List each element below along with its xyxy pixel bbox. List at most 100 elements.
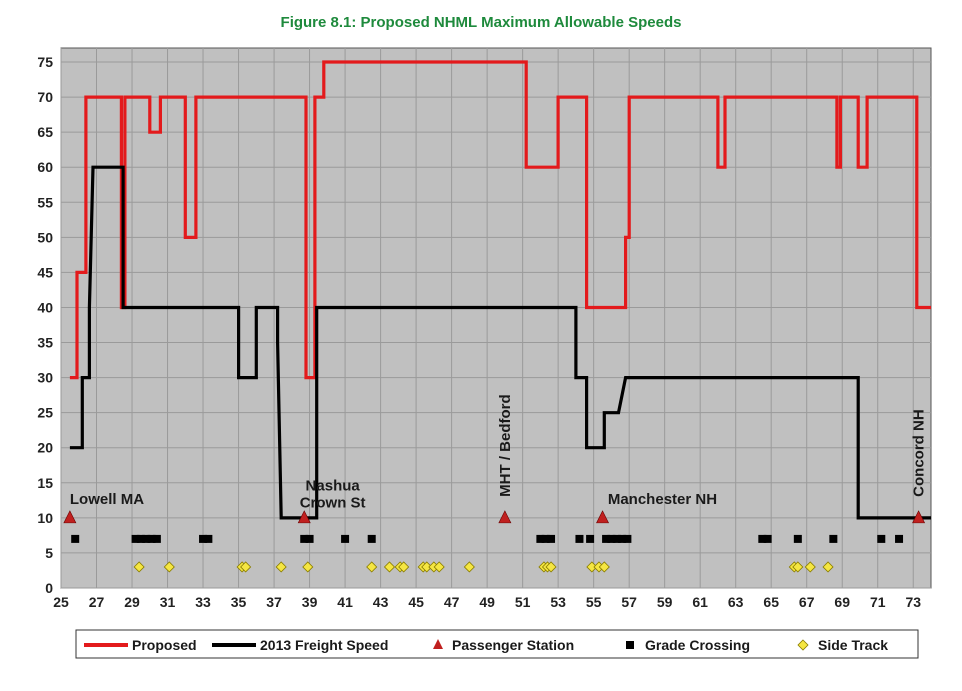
grade-crossing-marker	[541, 534, 550, 543]
x-tick-label: 25	[53, 594, 69, 610]
x-tick-label: 41	[337, 594, 353, 610]
side-track-marker	[598, 561, 610, 573]
x-tick-label: 33	[195, 594, 211, 610]
grade-crossing-marker	[142, 534, 151, 543]
x-tick-label: 31	[160, 594, 176, 610]
station-label: Concord NH	[911, 409, 928, 497]
station-label: Nashua	[306, 478, 361, 495]
side-track-marker	[463, 561, 475, 573]
grade-crossing-marker	[793, 534, 802, 543]
passenger-station-marker	[498, 510, 512, 524]
x-tick-label: 47	[444, 594, 460, 610]
markers	[63, 510, 926, 573]
side-track-marker	[545, 561, 557, 573]
legend: Proposed 2013 Freight Speed Passenger Stat…	[75, 629, 919, 659]
side-track-marker	[240, 561, 252, 573]
grade-crossing-marker	[536, 534, 545, 543]
y-tick-label: 30	[37, 370, 53, 386]
legend-swatch-triangle	[433, 639, 443, 649]
grade-crossing-marker	[204, 534, 213, 543]
x-tick-label: 49	[479, 594, 495, 610]
plot-background	[60, 47, 932, 589]
x-tick-label: 37	[266, 594, 282, 610]
x-tick-label: 59	[657, 594, 673, 610]
y-tick-label: 55	[37, 194, 53, 210]
grade-crossing-marker	[895, 534, 904, 543]
grade-crossing-marker	[623, 534, 632, 543]
y-tick-label: 35	[37, 335, 53, 351]
side-track-marker	[822, 561, 834, 573]
grade-crossing-marker	[586, 534, 595, 543]
side-track-marker	[366, 561, 378, 573]
legend-label: 2013 Freight Speed	[260, 637, 388, 653]
side-track-marker	[792, 561, 804, 573]
y-tick-label: 5	[45, 545, 53, 561]
x-tick-label: 43	[373, 594, 389, 610]
legend-label: Passenger Station	[452, 637, 574, 653]
grade-crossing-marker	[547, 534, 556, 543]
grade-crossing-marker	[305, 534, 314, 543]
legend-swatch-diamond	[797, 639, 809, 651]
grade-crossing-marker	[367, 534, 376, 543]
grade-crossing-marker	[607, 534, 616, 543]
side-track-marker	[133, 561, 145, 573]
x-tick-label: 35	[231, 594, 247, 610]
x-tick-label: 63	[728, 594, 744, 610]
grade-crossing-marker	[147, 534, 156, 543]
y-tick-label: 10	[37, 510, 53, 526]
grade-crossing-marker	[341, 534, 350, 543]
side-track-marker	[302, 561, 314, 573]
x-tick-label: 61	[692, 594, 708, 610]
grid-lines	[60, 48, 931, 589]
x-tick-label: 67	[799, 594, 815, 610]
side-track-marker	[804, 561, 816, 573]
grade-crossing-marker	[612, 534, 621, 543]
y-tick-label: 45	[37, 264, 53, 280]
grade-crossing-marker	[199, 534, 208, 543]
y-tick-label: 75	[37, 54, 53, 70]
y-tick-label: 40	[37, 299, 53, 315]
y-tick-label: 20	[37, 440, 53, 456]
x-tick-label: 55	[586, 594, 602, 610]
y-tick-label: 65	[37, 124, 53, 140]
y-tick-label: 0	[45, 580, 53, 596]
x-tick-label: 29	[124, 594, 140, 610]
station-label: Lowell MA	[70, 491, 144, 508]
x-tick-label: 69	[834, 594, 850, 610]
side-track-marker	[433, 561, 445, 573]
station-label: MHT / Bedford	[497, 394, 514, 497]
x-tick-label: 39	[302, 594, 318, 610]
legend-swatch-square	[626, 641, 634, 649]
station-label: Crown St	[300, 494, 366, 511]
y-tick-label: 25	[37, 405, 53, 421]
passenger-station-marker	[596, 510, 610, 524]
passenger-station-marker	[297, 510, 311, 524]
grade-crossing-marker	[71, 534, 80, 543]
grade-crossing-marker	[575, 534, 584, 543]
passenger-station-marker	[63, 510, 77, 524]
series-lines	[69, 60, 931, 520]
series-line-freight	[69, 165, 931, 520]
x-tick-label: 71	[870, 594, 886, 610]
side-track-marker	[398, 561, 410, 573]
chart-title: Figure 8.1: Proposed NHML Maximum Allowa…	[280, 14, 682, 31]
side-track-marker	[163, 561, 175, 573]
legend-label: Proposed	[132, 637, 197, 653]
grade-crossing-marker	[763, 534, 772, 543]
passenger-station-marker	[912, 510, 926, 524]
x-tick-label: 45	[408, 594, 424, 610]
legend-label: Grade Crossing	[645, 637, 750, 653]
y-tick-label: 60	[37, 159, 53, 175]
grade-crossing-marker	[602, 534, 611, 543]
grade-crossing-marker	[758, 534, 767, 543]
x-tick-label: 51	[515, 594, 531, 610]
y-axis-ticks: 0 5 10 15 20 25 30 35 40 45 50 55 60 65 70 75	[37, 54, 53, 596]
station-label: Manchester NH	[608, 491, 717, 508]
y-tick-label: 70	[37, 89, 53, 105]
x-axis-ticks: 25 27 29 31 33 35 37 39 41 43 45 47 49 51 53 55 57 59 61 63…	[53, 594, 921, 610]
series-line-proposed	[69, 60, 931, 380]
x-tick-label: 73	[905, 594, 921, 610]
grade-crossing-marker	[300, 534, 309, 543]
